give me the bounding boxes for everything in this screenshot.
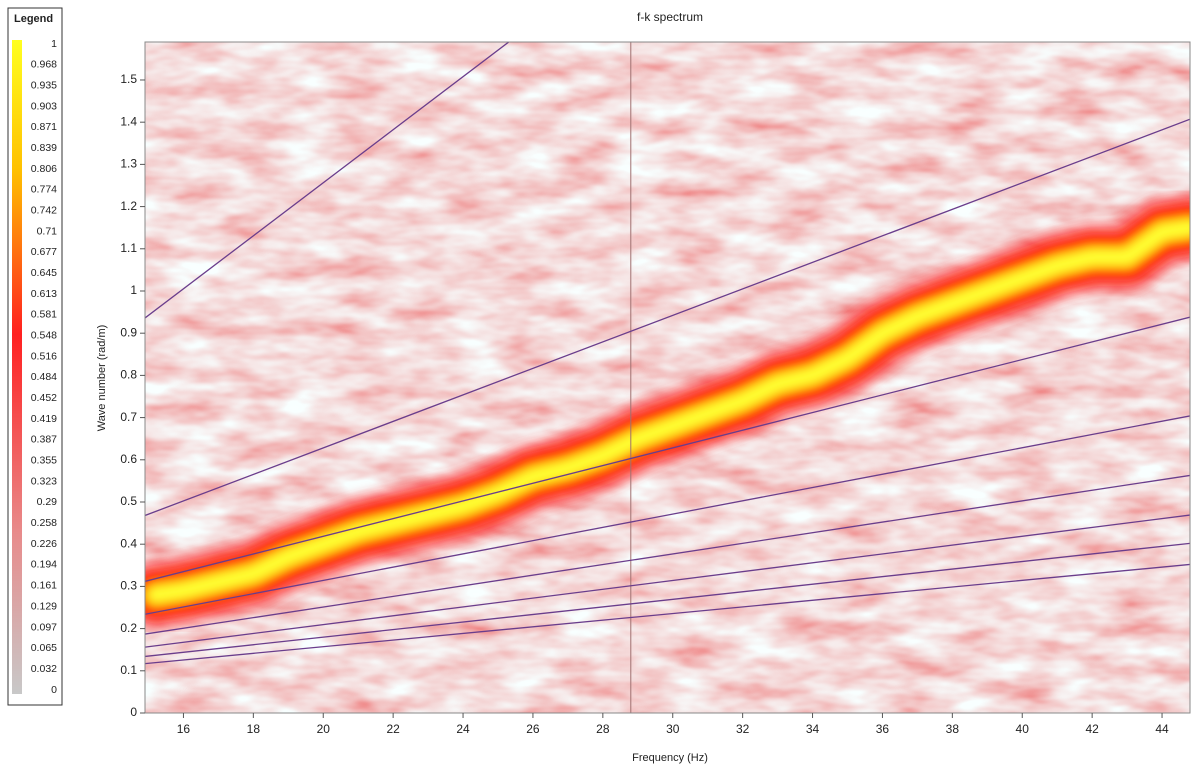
velocity-line [145, 118, 1190, 517]
legend-tick-label: 0.774 [31, 184, 57, 196]
x-tick-label: 26 [526, 722, 540, 736]
legend-tick-label: 0.226 [31, 538, 57, 550]
legend-tick-label: 0.194 [31, 559, 57, 571]
legend-tick-label: 0.258 [31, 517, 57, 529]
legend-tick-label: 0.71 [37, 225, 58, 237]
legend-tick-label: 0.516 [31, 350, 57, 362]
legend-tick-label: 0.032 [31, 663, 57, 675]
velocity-line [145, 316, 1190, 582]
legend-tick-label: 0.484 [31, 371, 57, 383]
legend-tick-label: 0.935 [31, 79, 57, 91]
y-tick-label: 0.8 [120, 368, 137, 382]
y-tick-label: 1.5 [120, 72, 137, 86]
legend-tick-label: 0.903 [31, 100, 57, 112]
legend-tick-label: 0.677 [31, 246, 57, 258]
x-tick-label: 40 [1016, 722, 1030, 736]
legend-title: Legend [14, 13, 53, 25]
plot-frame [144, 41, 1191, 714]
x-axis-label: Frequency (Hz) [632, 752, 708, 764]
x-tick-label: 38 [946, 722, 960, 736]
legend-tick-label: 0.355 [31, 455, 57, 467]
x-tick-label: 24 [456, 722, 470, 736]
y-tick-label: 0.5 [120, 494, 137, 508]
x-tick-label: 28 [596, 722, 610, 736]
x-tick-label: 18 [247, 722, 261, 736]
y-tick-label: 1.4 [120, 114, 137, 128]
y-tick-label: 0.2 [120, 621, 137, 635]
y-tick-label: 0.3 [120, 579, 137, 593]
x-tick-label: 20 [317, 722, 331, 736]
legend-tick-label: 0.387 [31, 434, 57, 446]
legend-tick-label: 0.806 [31, 163, 57, 175]
legend-tick-label: 0.323 [31, 475, 57, 487]
x-tick-label: 16 [177, 722, 191, 736]
legend-tick-label: 0.452 [31, 392, 57, 404]
velocity-line [145, 474, 1190, 635]
legend-tick-label: 1 [51, 38, 57, 50]
legend-tick-label: 0.839 [31, 142, 57, 154]
x-tick-label: 32 [736, 722, 750, 736]
legend-tick-label: 0.645 [31, 267, 57, 279]
y-tick-label: 0.9 [120, 325, 137, 339]
y-tick-label: 1 [130, 283, 137, 297]
y-tick-label: 0.6 [120, 452, 137, 466]
legend-tick-label: 0.065 [31, 642, 57, 654]
legend-tick-label: 0.548 [31, 330, 57, 342]
legend-tick-label: 0.097 [31, 621, 57, 633]
legend-tick-label: 0 [51, 684, 57, 696]
y-axis-label: Wave number (rad/m) [96, 325, 108, 432]
legend-tick-label: 0.613 [31, 288, 57, 300]
y-tick-label: 1.1 [120, 241, 137, 255]
legend-tick-label: 0.161 [31, 580, 57, 592]
legend-tick-label: 0.29 [37, 496, 58, 508]
legend-tick-label: 0.871 [31, 121, 57, 133]
legend-tick-label: 0.129 [31, 600, 57, 612]
velocity-line [145, 542, 1190, 658]
colorbar [12, 40, 22, 694]
chart-title: f-k spectrum [637, 10, 703, 24]
velocity-line [145, 415, 1190, 615]
spectrum-background [145, 42, 1190, 713]
legend-tick-label: 0.742 [31, 204, 57, 216]
legend-tick-label: 0.581 [31, 309, 57, 321]
x-tick-label: 34 [806, 722, 820, 736]
velocity-line [145, 42, 510, 319]
legend-tick-label: 0.968 [31, 59, 57, 71]
plot-area [145, 42, 1190, 713]
x-tick-label: 30 [666, 722, 680, 736]
y-tick-label: 0.4 [120, 536, 137, 550]
velocity-line [145, 514, 1190, 648]
x-tick-label: 42 [1085, 722, 1099, 736]
y-tick-label: 1.2 [120, 199, 137, 213]
x-tick-label: 22 [386, 722, 400, 736]
x-tick-label: 36 [876, 722, 890, 736]
y-tick-label: 0.7 [120, 410, 137, 424]
velocity-line [145, 563, 1190, 665]
y-tick-label: 0 [130, 705, 137, 719]
y-tick-label: 0.1 [120, 663, 137, 677]
legend-tick-label: 0.419 [31, 413, 57, 425]
x-tick-label: 44 [1155, 722, 1169, 736]
spectrum-peak [146, 218, 1190, 604]
y-tick-label: 1.3 [120, 157, 137, 171]
